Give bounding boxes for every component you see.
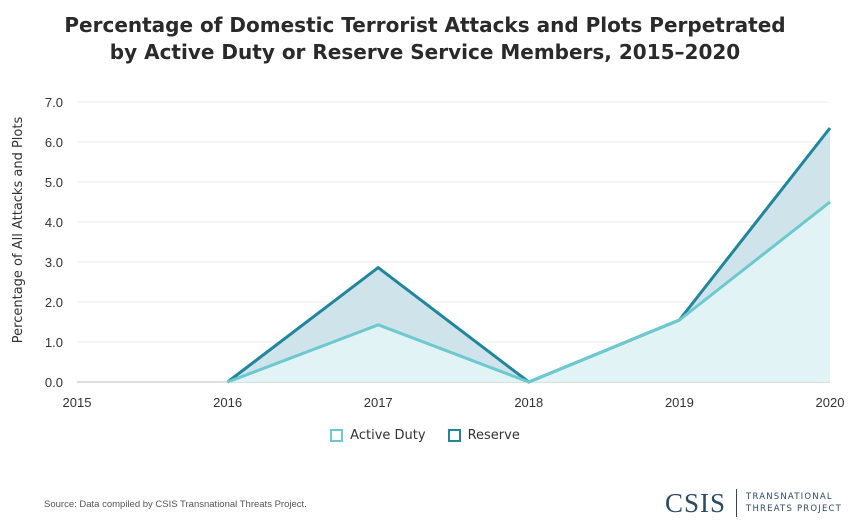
legend-label-active-duty: Active Duty — [350, 428, 426, 443]
legend: Active Duty Reserve — [0, 428, 850, 443]
y-tick-label: 5.0 — [45, 175, 63, 190]
y-tick-label: 1.0 — [45, 335, 63, 350]
x-tick-label: 2020 — [816, 395, 845, 410]
x-tick-label: 2015 — [63, 395, 92, 410]
series-lines — [226, 127, 832, 384]
x-axis-ticks: 2015 2016 2017 2018 2019 2020 — [63, 395, 845, 410]
y-axis-ticks: 0.0 1.0 2.0 3.0 4.0 5.0 6.0 7.0 — [45, 95, 63, 390]
csis-logo: CSIS TRANSNATIONAL THREATS PROJECT — [665, 489, 842, 517]
logo-subtitle: TRANSNATIONAL THREATS PROJECT — [746, 491, 842, 515]
series-line-active-duty — [227, 200, 831, 384]
y-tick-label: 6.0 — [45, 135, 63, 150]
y-tick-label: 4.0 — [45, 215, 63, 230]
logo-wordmark: CSIS — [665, 487, 727, 518]
y-tick-label: 3.0 — [45, 255, 63, 270]
area-fill-active-duty — [227, 202, 831, 382]
chart-title-line-2: by Active Duty or Reserve Service Member… — [109, 40, 741, 64]
legend-swatch-active-duty — [330, 429, 344, 442]
legend-item-reserve: Reserve — [447, 428, 520, 443]
y-tick-label: 2.0 — [45, 295, 63, 310]
legend-swatch-reserve — [447, 429, 461, 442]
chart-title-line-1: Percentage of Domestic Terrorist Attacks… — [64, 13, 786, 37]
y-axis-label: Percentage of All Attacks and Plots — [11, 117, 26, 344]
source-note: Source: Data compiled by CSIS Transnatio… — [44, 499, 307, 510]
chart-title: Percentage of Domestic Terrorist Attacks… — [0, 12, 850, 66]
legend-item-active-duty: Active Duty — [330, 428, 426, 443]
x-tick-label: 2019 — [665, 395, 694, 410]
logo-subtitle-line-2: THREATS PROJECT — [746, 504, 843, 514]
legend-label-reserve: Reserve — [467, 428, 520, 443]
area-chart: 0.01.02.03.04.05.06.07.0 2015 2016 2017 201… — [11, 95, 845, 410]
logo-divider — [736, 489, 738, 517]
area-fill-reserve — [227, 128, 831, 382]
logo-subtitle-line-1: TRANSNATIONAL — [746, 492, 833, 502]
x-tick-label: 2017 — [364, 395, 393, 410]
area-fills — [227, 128, 831, 382]
x-tick-label: 2016 — [213, 395, 242, 410]
gridlines — [77, 101, 830, 383]
x-tick-label: 2018 — [514, 395, 543, 410]
y-tick-label: 7.0 — [45, 95, 63, 110]
y-tick-label: 0.0 — [45, 375, 63, 390]
